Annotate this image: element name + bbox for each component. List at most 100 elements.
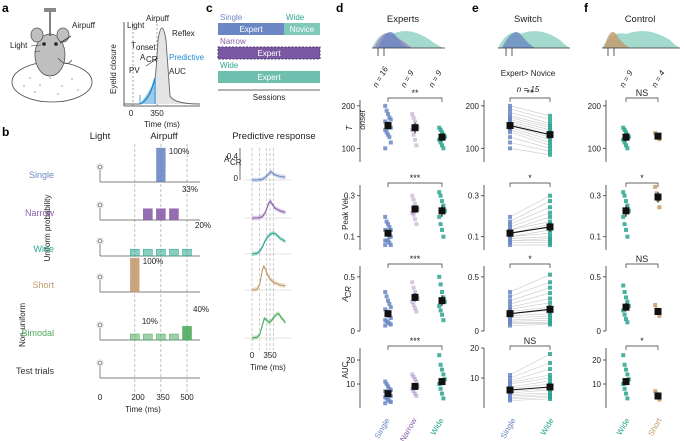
- airpuff-bar: [156, 147, 166, 183]
- response-trace: [251, 312, 286, 339]
- data-point: [383, 103, 388, 108]
- data-point: [438, 386, 443, 391]
- data-point: [622, 193, 627, 198]
- data-point: [624, 227, 628, 232]
- data-point: [410, 280, 415, 285]
- paired-line: [509, 313, 551, 317]
- y-tick-label: 0.1: [344, 233, 356, 242]
- data-point: [548, 285, 552, 290]
- data-point: [621, 214, 626, 219]
- data-point: [440, 130, 444, 135]
- predictive-response-traces: [239, 148, 292, 350]
- c-novice-label: Novice: [290, 25, 315, 34]
- data-point: [625, 396, 630, 401]
- mean-marker: [384, 310, 392, 318]
- response-sem-band: [252, 230, 286, 257]
- data-point: [413, 377, 417, 382]
- data-point: [624, 391, 628, 396]
- data-point: [388, 234, 393, 239]
- airpuff-bar: [143, 248, 153, 257]
- y-tick-label: 200: [342, 102, 356, 111]
- paired-line: [509, 195, 551, 218]
- mean-marker: [438, 297, 446, 305]
- y-tick-label: 100: [466, 144, 480, 153]
- data-point: [411, 132, 416, 137]
- data-point: [548, 361, 552, 365]
- airpuff-bar: [143, 333, 153, 341]
- data-point: [624, 295, 628, 300]
- mean-marker: [438, 378, 446, 386]
- response-trace: [251, 232, 286, 255]
- data-point: [508, 106, 512, 111]
- light-bulb-icon: [96, 237, 104, 245]
- data-point: [508, 290, 512, 294]
- data-point: [386, 132, 390, 137]
- paired-line: [509, 368, 551, 382]
- mouse-illustration: [11, 8, 93, 103]
- paired-line: [509, 121, 551, 133]
- annot-auc: AUC: [169, 67, 186, 76]
- mean-marker: [438, 207, 446, 215]
- y-tick-label: 0: [475, 327, 480, 336]
- data-point: [437, 274, 442, 279]
- paired-line: [509, 112, 551, 124]
- data-point: [548, 397, 552, 401]
- mean-marker: [654, 193, 662, 201]
- data-point: [438, 362, 443, 367]
- d-n-narrow: n = 9: [399, 68, 416, 89]
- paired-line: [509, 274, 551, 293]
- b-xtick-350: 350: [156, 393, 170, 402]
- paired-line: [509, 317, 551, 321]
- paired-line: [509, 319, 551, 322]
- response-sem-band: [252, 169, 286, 183]
- data-point: [625, 146, 630, 151]
- paired-line: [509, 315, 551, 319]
- mean-marker: [411, 382, 419, 390]
- data-point: [388, 305, 393, 310]
- data-point: [411, 115, 416, 120]
- data-point: [413, 137, 417, 142]
- mean-line: [509, 308, 551, 315]
- d-mini-distribution: [372, 31, 445, 56]
- data-point: [383, 119, 388, 124]
- data-point: [413, 119, 417, 124]
- data-point: [437, 214, 442, 219]
- significance-label: *: [640, 336, 644, 346]
- data-point: [508, 321, 512, 326]
- b-xtick-200: 200: [131, 393, 145, 402]
- paired-line: [509, 388, 551, 392]
- data-point: [441, 372, 446, 377]
- paired-line: [509, 394, 551, 397]
- significance-bracket: [387, 345, 443, 350]
- mean-marker: [546, 305, 554, 313]
- data-point: [508, 224, 512, 229]
- data-point: [548, 238, 552, 243]
- data-point: [508, 222, 512, 227]
- data-point: [625, 203, 630, 208]
- data-point: [383, 323, 388, 328]
- data-point: [441, 396, 446, 401]
- y-tick-label: 0.3: [590, 192, 602, 201]
- paired-line: [509, 287, 551, 301]
- data-point: [548, 240, 552, 245]
- data-point: [386, 222, 390, 227]
- row-label-tonset-sub: onset: [358, 109, 367, 129]
- data-point: [388, 140, 393, 145]
- probability-label: 33%: [182, 185, 198, 194]
- paired-line: [509, 200, 551, 222]
- y-tick-label: 10: [592, 380, 601, 389]
- response-trace: [251, 264, 286, 291]
- significance-bracket: [625, 345, 659, 350]
- data-point: [441, 318, 446, 323]
- mean-marker: [411, 293, 419, 301]
- probability-label: 20%: [195, 221, 211, 230]
- mean-marker: [622, 207, 630, 215]
- paired-line: [509, 229, 551, 237]
- mean-marker: [654, 132, 662, 140]
- annot-a-sub: CR: [146, 55, 158, 64]
- paired-line: [509, 298, 551, 308]
- data-point: [622, 312, 627, 317]
- data-point: [548, 367, 552, 371]
- e-xcat-wide: Wide: [539, 416, 556, 437]
- data-point: [383, 243, 388, 248]
